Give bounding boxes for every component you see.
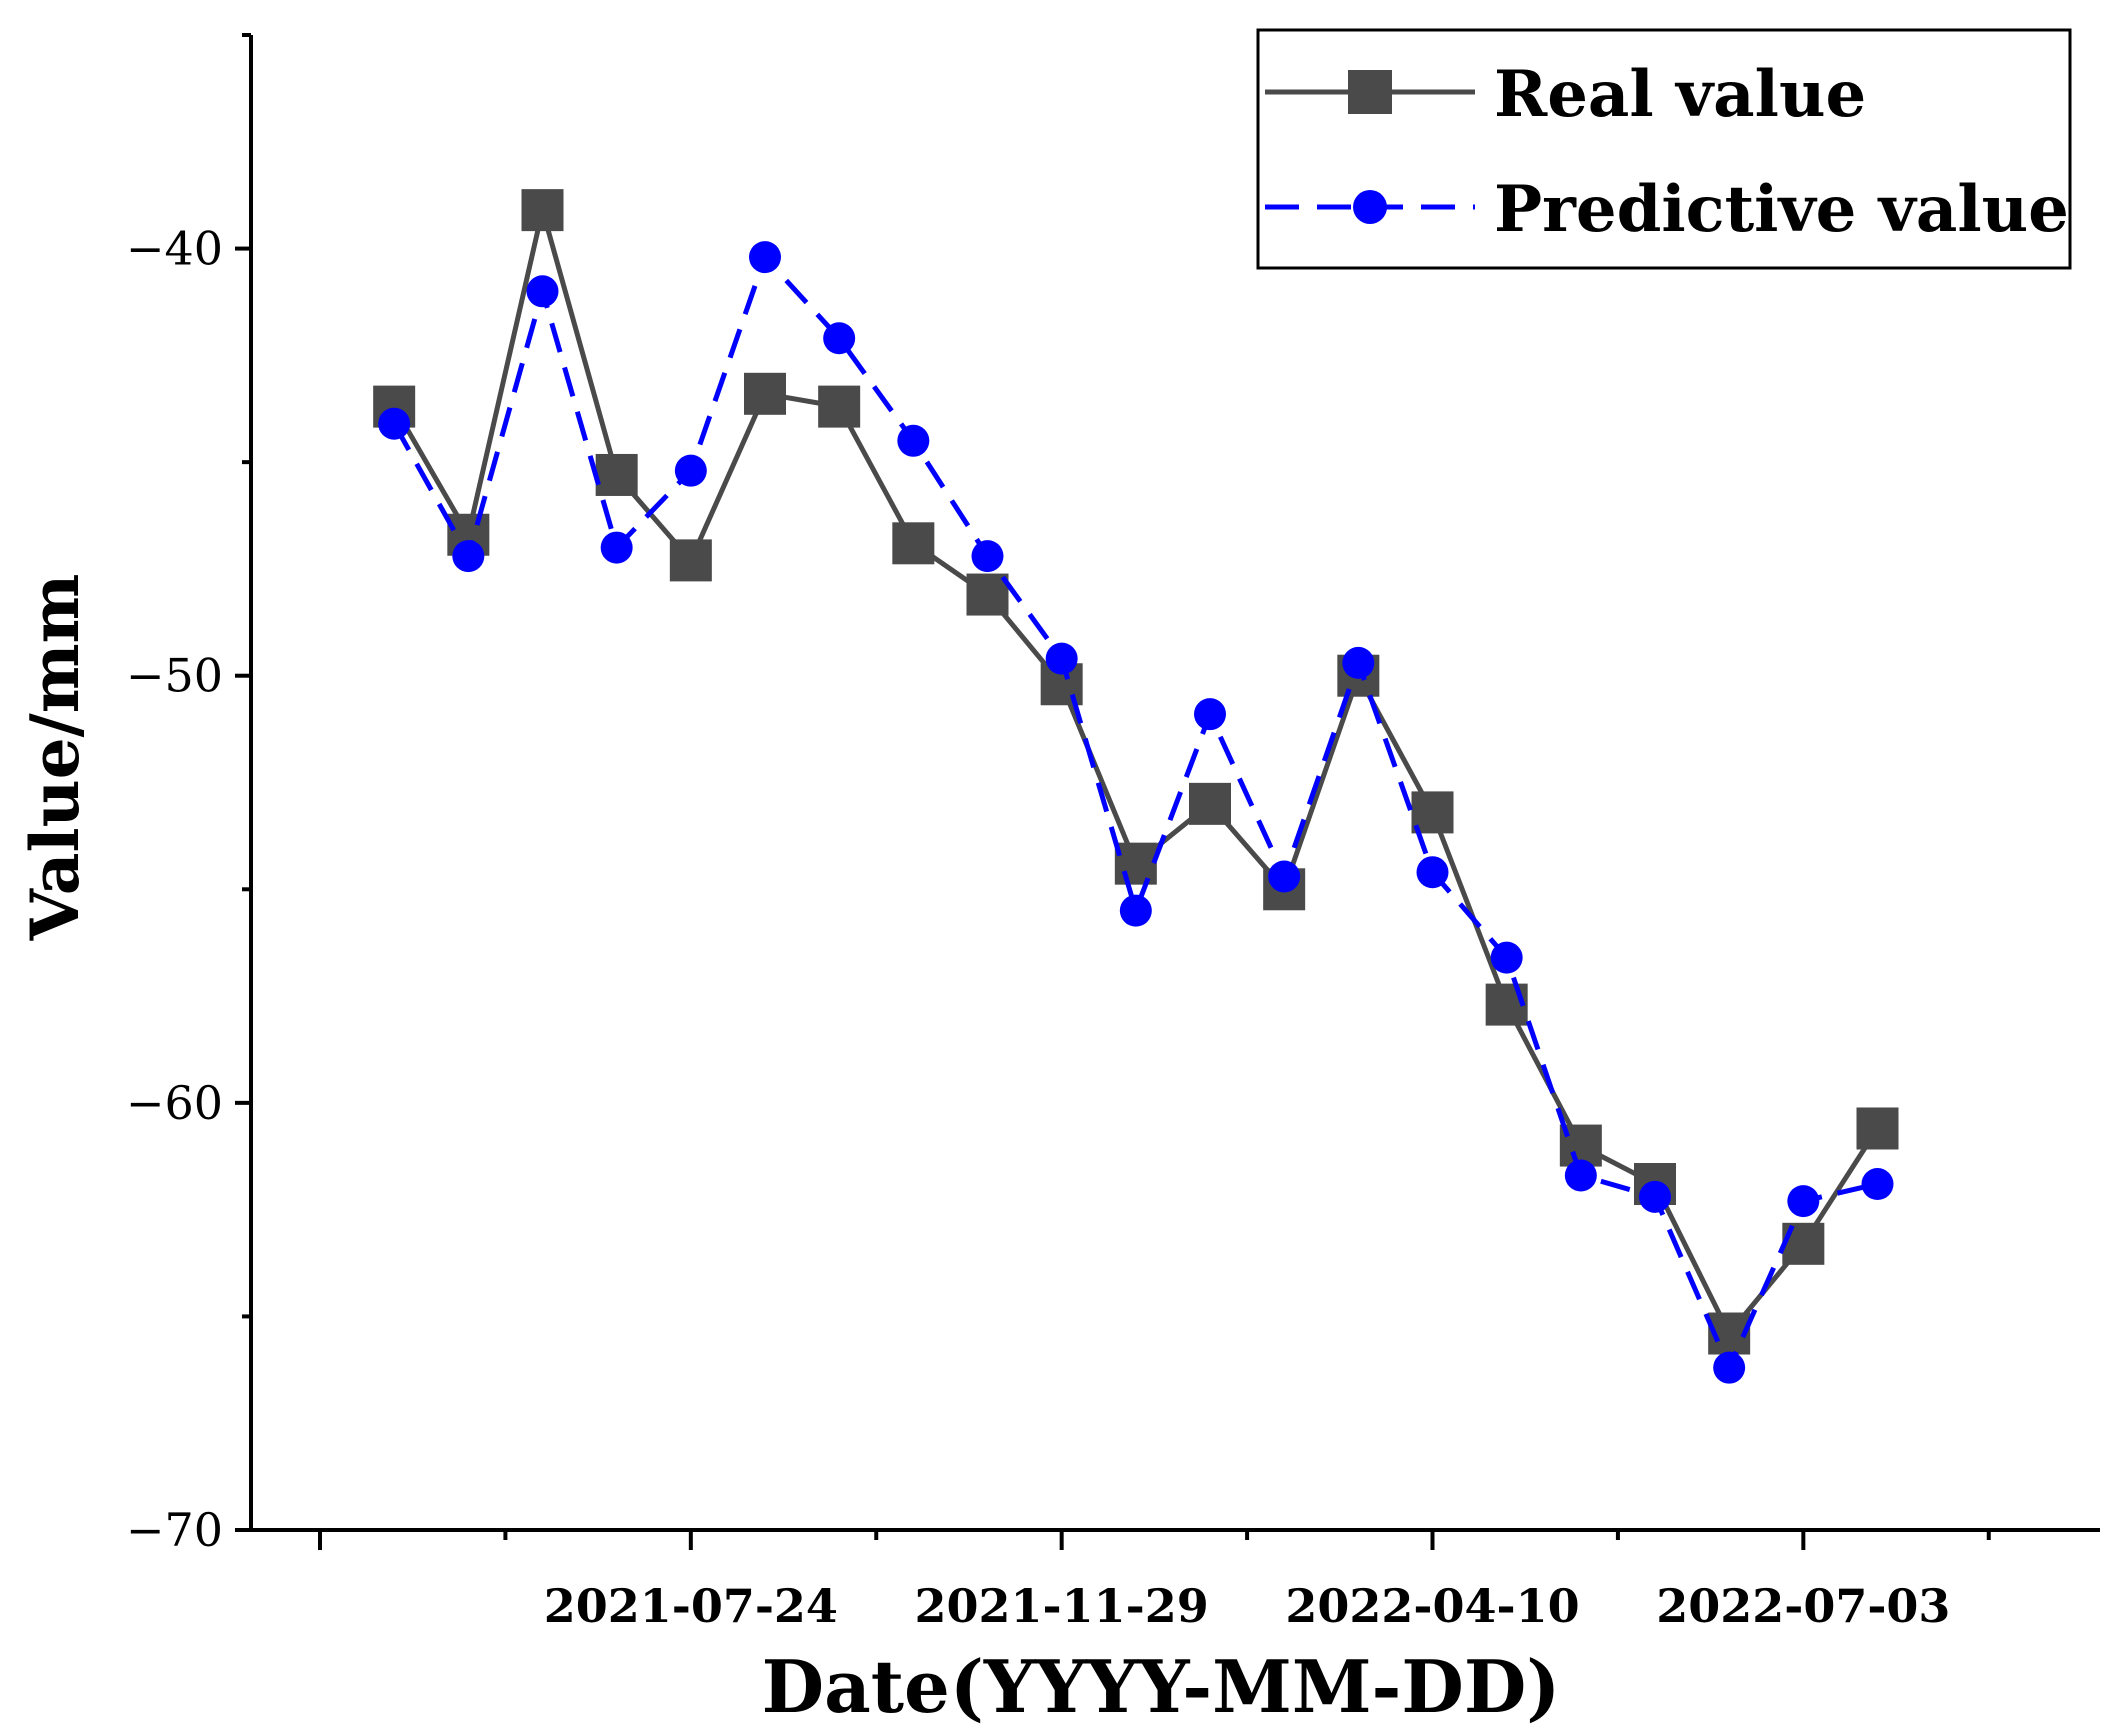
real-value-point: [966, 573, 1009, 616]
predictive-value-point: [1342, 646, 1375, 679]
real-value-point: [521, 189, 564, 232]
predictive-value-point: [1268, 860, 1301, 893]
legend-real-marker: [1348, 70, 1392, 114]
predictive-value-point: [1861, 1168, 1894, 1201]
predictive-value-point: [823, 322, 856, 355]
predictive-value-point: [1639, 1180, 1671, 1213]
real-value-point: [595, 453, 638, 496]
real-value-point: [1856, 1107, 1899, 1150]
x-axis-title: Date(YYYY-MM-DD): [762, 1644, 1561, 1729]
predictive-value-point: [897, 424, 930, 457]
predictive-value-point: [1713, 1351, 1746, 1384]
predictive-value-point: [1787, 1185, 1820, 1218]
real-value-point: [1189, 782, 1231, 825]
legend-real-label: Real value: [1494, 57, 1866, 132]
predictive-value-point: [1119, 894, 1152, 927]
y-tick-label: −40: [126, 222, 223, 276]
predictive-value-point: [452, 540, 485, 573]
predictive-value-point: [1564, 1159, 1597, 1192]
predictive-value-point: [1416, 856, 1449, 889]
real-value-point: [744, 372, 786, 415]
axes: [249, 35, 2100, 1532]
legend-predictive-marker: [1353, 190, 1387, 224]
predictive-value-point: [1194, 698, 1226, 731]
legend-predictive-label: Predictive value: [1494, 172, 2069, 247]
predictive-value-point: [1045, 642, 1078, 675]
real-value-point: [892, 522, 935, 565]
real-value-point: [669, 539, 712, 582]
series-layer: [373, 189, 1899, 1384]
predictive-value-point: [526, 275, 559, 308]
real-value-point: [818, 385, 861, 428]
predictive-value-point: [1490, 941, 1523, 974]
y-axis-title: Value/mm: [16, 574, 94, 942]
predictive-value-point: [600, 531, 633, 564]
predictive-value-point: [749, 241, 781, 274]
y-axis-ticks: −40 −50 −60 −70: [126, 33, 251, 1557]
x-tick-label: 2022-07-03: [1656, 1579, 1950, 1633]
x-tick-label: 2021-07-24: [544, 1579, 838, 1633]
predictive-value-point: [674, 454, 707, 487]
legend: Real value Predictive value: [1256, 28, 2072, 270]
x-tick-label: 2022-04-10: [1285, 1579, 1579, 1633]
predictive-value-point: [971, 540, 1004, 573]
real-value-point: [1114, 842, 1157, 885]
predictive-value-point: [378, 407, 411, 440]
y-tick-label: −60: [126, 1076, 223, 1130]
x-axis-ticks: 2021-07-24 2021-11-29 2022-04-10 2022-07-03: [318, 1530, 1991, 1633]
legend-frame: [1256, 28, 2072, 270]
y-tick-label: −70: [126, 1503, 223, 1557]
y-tick-label: −50: [126, 649, 223, 703]
x-tick-label: 2021-11-29: [915, 1579, 1209, 1633]
